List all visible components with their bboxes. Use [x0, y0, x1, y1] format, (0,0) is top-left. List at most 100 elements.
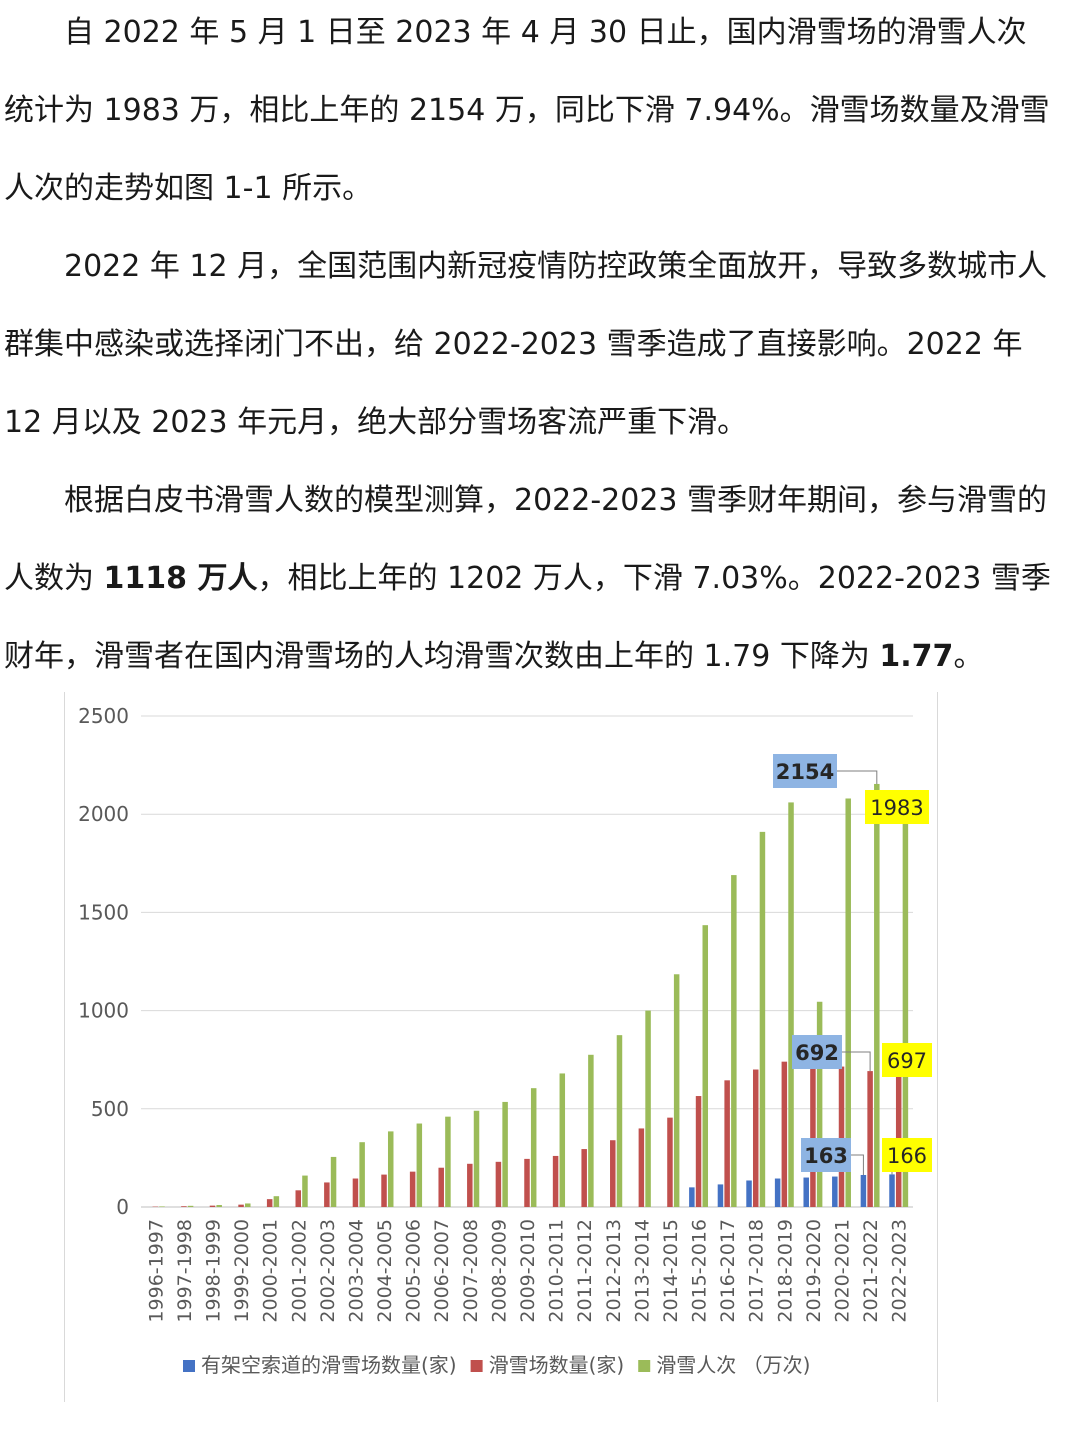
bar-resorts-2009-2010	[524, 1158, 530, 1207]
paragraph-2-text: 2022 年 12 月，全国范围内新冠疫情防控政策全面放开，导致多数城市人群集中…	[4, 249, 1048, 440]
bar-lift-resorts-2022-2023	[889, 1174, 895, 1207]
bar-visits-2013-2014	[645, 1010, 651, 1207]
bar-visits-2018-2019	[788, 802, 794, 1207]
bar-resorts-2021-2022	[867, 1071, 873, 1207]
callout-box-blue	[801, 1138, 851, 1172]
y-tick-label: 2500	[78, 704, 129, 728]
bar-visits-2006-2007	[445, 1116, 451, 1207]
data-label: 1983	[870, 796, 923, 820]
bar-visits-2021-2022	[874, 783, 880, 1207]
x-tick-label: 2017-2018	[746, 1219, 768, 1323]
x-tick-label: 2022-2023	[889, 1219, 911, 1323]
bar-visits-2005-2006	[416, 1123, 423, 1207]
bar-visits-2003-2004	[359, 1142, 365, 1207]
bar-lift-resorts-2020-2021	[832, 1176, 838, 1207]
x-tick-label: 2003-2004	[345, 1219, 367, 1323]
bar-visits-1999-2000	[245, 1203, 251, 1207]
bar-visits-1998-1999	[216, 1205, 222, 1207]
legend-swatch-1	[470, 1360, 483, 1372]
bar-visits-2012-2013	[616, 1035, 623, 1207]
x-tick-label: 2020-2021	[832, 1219, 854, 1323]
bar-visits-2016-2017	[731, 875, 737, 1207]
x-tick-label: 2004-2005	[374, 1219, 396, 1323]
x-tick-label: 1997-1998	[174, 1219, 196, 1323]
x-tick-label: 2006-2007	[431, 1219, 453, 1323]
callout-box-yellow	[882, 1138, 932, 1172]
x-tick-label: 2007-2008	[460, 1219, 482, 1323]
bar-visits-1997-1998	[187, 1205, 194, 1207]
callout-box-blue	[792, 1035, 842, 1069]
bar-resorts-2017-2018	[752, 1069, 759, 1207]
callout-box-yellow	[882, 1043, 932, 1077]
callout-leader-line	[842, 1051, 871, 1072]
bar-lift-resorts-2021-2022	[860, 1174, 867, 1207]
x-tick-label: 2005-2006	[403, 1219, 425, 1323]
x-tick-label: 1996-1997	[145, 1219, 167, 1323]
x-tick-label: 2000-2001	[260, 1219, 282, 1323]
y-tick-label: 1000	[78, 999, 129, 1023]
x-tick-label: 2002-2003	[317, 1219, 339, 1323]
bar-visits-2008-2009	[502, 1101, 508, 1207]
bar-resorts-2011-2012	[581, 1149, 587, 1207]
paragraph-3-bold-skiers: 1118 万人	[103, 561, 258, 596]
x-tick-label: 2014-2015	[660, 1219, 682, 1323]
paragraph-3: 根据白皮书滑雪人数的模型测算，2022-2023 雪季财年期间，参与滑雪的人数为…	[0, 462, 1080, 696]
bar-resorts-2012-2013	[610, 1140, 616, 1207]
x-tick-label: 2021-2022	[860, 1219, 882, 1323]
x-tick-label: 2010-2011	[546, 1219, 568, 1323]
x-tick-label: 2011-2012	[574, 1219, 596, 1323]
bar-chart: 0 500 1000 1500 2000 2500 1996-1997 1997-1998 19…	[78, 704, 932, 1377]
bar-visits-2000-2001	[273, 1196, 280, 1207]
bar-visits-1996-1997	[159, 1206, 165, 1207]
bar-visits-2002-2003	[330, 1156, 337, 1207]
paragraph-3-text-c: ，相比上年的 1202 万人，下滑 7.03%。2022-2023 雪季财年，滑…	[4, 561, 1051, 674]
data-label: 692	[795, 1041, 839, 1065]
chart-container: 0 500 1000 1500 2000 2500 1996-1997 1997-1998 19…	[64, 692, 938, 1402]
data-label: 2154	[776, 760, 834, 784]
x-tick-label: 2001-2002	[288, 1219, 310, 1323]
bar-resorts-2003-2004	[352, 1178, 359, 1207]
paragraph-3-text-a: 根据白皮书滑雪人数的模型测算，2022-2023 雪季财年期间，参与滑雪的人数为	[4, 483, 1048, 596]
x-tick-label: 1998-1999	[202, 1219, 224, 1323]
bar-visits-2010-2011	[559, 1073, 566, 1207]
bar-lift-resorts-2019-2020	[803, 1177, 809, 1207]
bar-resorts-2000-2001	[266, 1199, 273, 1207]
bar-visits-2019-2020	[816, 1001, 823, 1207]
callout-box-yellow	[865, 790, 929, 824]
data-label: 697	[887, 1049, 927, 1073]
x-tick-label: 2013-2014	[631, 1219, 653, 1323]
legend-label: 滑雪人次 （万次)	[656, 1353, 810, 1377]
bar-lift-resorts-2017-2018	[746, 1180, 752, 1207]
x-tick-label: 2015-2016	[689, 1219, 711, 1323]
paragraph-3-text-d: 。	[953, 639, 984, 674]
callout-leader-line	[851, 1154, 864, 1175]
bar-lift-resorts-2016-2017	[717, 1184, 724, 1207]
bar-lift-resorts-2015-2016	[689, 1187, 695, 1207]
y-tick-label: 0	[116, 1195, 129, 1219]
bar-resorts-2014-2015	[667, 1117, 673, 1207]
data-label: 166	[887, 1144, 927, 1168]
bar-resorts-2016-2017	[724, 1080, 730, 1207]
legend-label: 有架空索道的滑雪场数量(家)	[201, 1353, 457, 1377]
x-tick-label: 2018-2019	[774, 1219, 796, 1323]
bar-visits-2009-2010	[530, 1088, 537, 1207]
x-tick-label: 2008-2009	[488, 1219, 510, 1323]
legend-swatch-0	[183, 1360, 195, 1372]
paragraph-3-bold-ratio: 1.77	[879, 639, 954, 674]
paragraph-2: 2022 年 12 月，全国范围内新冠疫情防控政策全面放开，导致多数城市人群集中…	[0, 228, 1080, 462]
legend-label: 滑雪场数量(家)	[489, 1353, 625, 1377]
bar-resorts-2018-2019	[781, 1061, 788, 1207]
x-tick-label: 2009-2010	[517, 1219, 539, 1323]
bar-resorts-2015-2016	[695, 1096, 702, 1207]
bar-resorts-2007-2008	[467, 1163, 473, 1207]
bar-resorts-1998-1999	[209, 1205, 216, 1207]
paragraph-1: 自 2022 年 5 月 1 日至 2023 年 4 月 30 日止，国内滑雪场…	[0, 0, 1080, 228]
bar-visits-2014-2015	[673, 974, 680, 1207]
bar-resorts-2004-2005	[381, 1174, 387, 1207]
bar-visits-2015-2016	[702, 925, 709, 1207]
bar-visits-2001-2002	[302, 1175, 308, 1207]
bar-visits-2017-2018	[759, 831, 766, 1207]
bar-resorts-1997-1998	[181, 1206, 187, 1207]
legend-swatch-2	[638, 1360, 651, 1372]
bar-resorts-2010-2011	[552, 1155, 559, 1207]
